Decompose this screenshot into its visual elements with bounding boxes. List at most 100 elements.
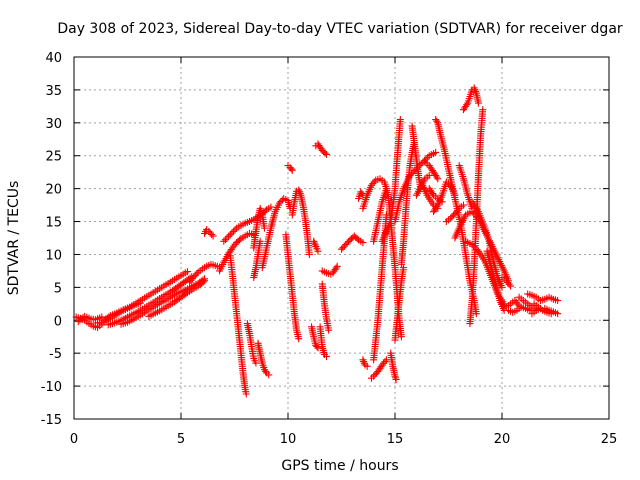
series-arc-mid-13	[310, 237, 322, 255]
series-arc-mid-14	[308, 323, 322, 352]
series-arc-mid-17	[312, 140, 331, 158]
series-arc-mid-1	[201, 225, 217, 240]
data-point	[199, 278, 207, 286]
data-point	[209, 232, 217, 240]
data-point	[451, 191, 459, 199]
data-point	[295, 186, 303, 194]
series-arc-late-13	[391, 148, 440, 226]
data-point	[471, 86, 479, 94]
series-arc-late-21	[459, 84, 482, 114]
x-tick-label: 20	[494, 432, 511, 447]
series-arc-tail-3	[515, 293, 540, 314]
grid-lines	[74, 57, 609, 419]
y-tick-label: 10	[45, 248, 62, 263]
data-point	[186, 278, 194, 286]
series-arc-early-4	[100, 268, 191, 324]
data-point	[252, 359, 260, 367]
data-point	[231, 226, 239, 234]
series-arc-late-15	[412, 171, 433, 199]
data-point	[296, 189, 304, 197]
series-arc-early-7	[145, 277, 209, 320]
data-point	[225, 232, 233, 240]
data-point	[471, 244, 479, 252]
data-point	[359, 356, 367, 364]
series-arc-mid-4	[226, 252, 250, 398]
data-point	[406, 171, 414, 179]
data-point	[473, 246, 481, 254]
data-point	[438, 198, 446, 206]
series-arc-late-28	[455, 162, 476, 212]
data-point	[554, 297, 562, 305]
data-point	[396, 116, 404, 124]
y-tick-label: 35	[45, 84, 62, 99]
series-arc-late-19	[425, 185, 446, 206]
data-point	[434, 204, 442, 212]
series-arc-mid-6	[254, 339, 273, 379]
data-point	[381, 358, 389, 366]
data-point	[472, 87, 480, 95]
data-point	[295, 188, 303, 196]
data-point	[434, 175, 442, 183]
y-tick-label: 25	[45, 150, 62, 165]
series-arc-late-9	[387, 349, 400, 384]
data-point	[228, 229, 236, 237]
data-point	[208, 230, 216, 238]
data-points	[72, 84, 562, 398]
data-point	[452, 208, 460, 216]
data-point	[507, 282, 515, 290]
data-point	[472, 310, 480, 318]
data-point	[256, 237, 264, 245]
chart-title: Day 308 of 2023, Sidereal Day-to-day VTE…	[57, 21, 623, 37]
data-point	[471, 211, 479, 219]
data-point	[223, 234, 231, 242]
data-point	[537, 304, 545, 312]
series-arc-mid-2	[216, 229, 258, 275]
y-tick-label: -10	[41, 380, 62, 395]
data-point	[310, 237, 318, 245]
data-point	[229, 227, 237, 235]
series-arc-mid-12	[282, 231, 303, 343]
series-arc-late-20	[419, 181, 442, 212]
data-point	[226, 231, 234, 239]
data-point	[505, 280, 513, 288]
data-point	[311, 241, 319, 249]
data-point	[235, 236, 243, 244]
data-point	[367, 181, 375, 189]
y-tick-label: 5	[54, 281, 62, 296]
data-point	[409, 168, 417, 176]
data-point	[359, 239, 367, 247]
data-point	[310, 239, 318, 247]
plot-frame	[73, 56, 610, 420]
data-point	[468, 204, 476, 212]
data-point	[428, 190, 436, 198]
data-point	[105, 313, 113, 321]
series-arc-tail-7	[541, 304, 562, 318]
data-point	[201, 277, 209, 285]
series-arc-tail-8	[528, 304, 545, 318]
data-point	[314, 247, 322, 255]
series-arc-late-29	[498, 273, 515, 290]
data-point	[512, 298, 520, 306]
data-point	[554, 310, 562, 318]
data-point	[433, 117, 441, 125]
data-point	[242, 390, 250, 398]
series-arc-late-5	[367, 356, 390, 382]
data-point	[363, 362, 371, 370]
data-point	[378, 361, 386, 369]
x-tick-label: 0	[70, 432, 78, 447]
data-point	[400, 264, 408, 272]
data-point	[511, 297, 519, 305]
series-arc-mid-8	[258, 195, 294, 272]
y-tick-label: 30	[45, 117, 62, 132]
data-point	[220, 237, 228, 245]
data-point	[260, 224, 268, 232]
data-point	[325, 326, 333, 334]
series-arc-mid-7	[250, 204, 268, 252]
data-point	[295, 335, 303, 343]
data-point	[468, 241, 476, 249]
data-point	[474, 99, 482, 107]
data-point	[380, 359, 388, 367]
series-arc-late-2	[338, 232, 367, 253]
y-tick-label: 0	[54, 314, 62, 329]
